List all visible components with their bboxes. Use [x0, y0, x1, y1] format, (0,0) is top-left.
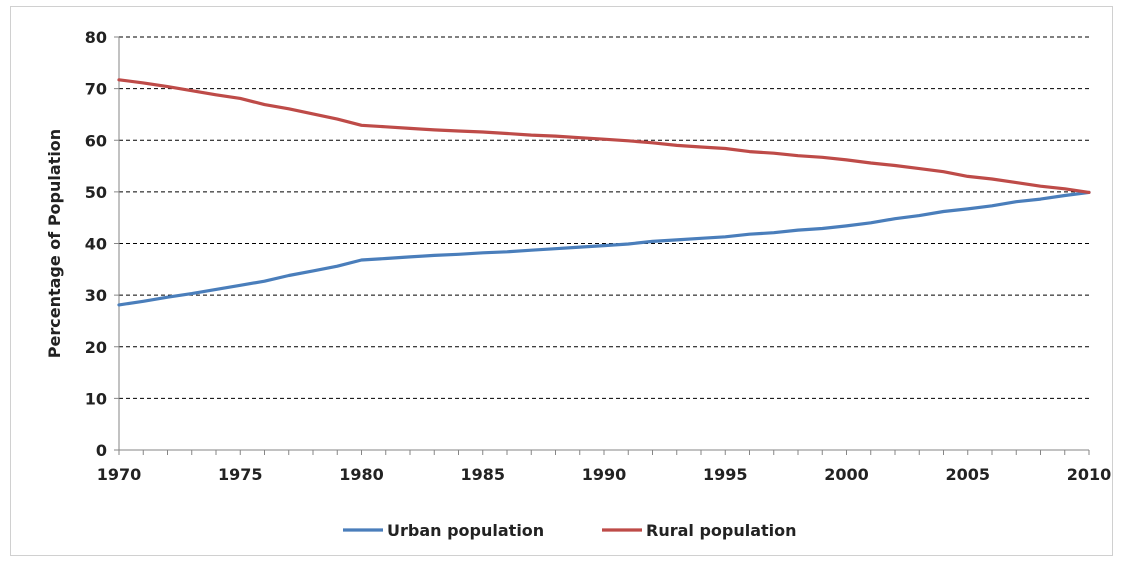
x-tick-label-1980: 1980 — [339, 465, 384, 484]
legend-label-rural-population: Rural population — [646, 521, 797, 540]
y-tick-label-80: 80 — [85, 28, 107, 47]
y-tick-label-10: 10 — [85, 389, 107, 408]
y-tick-label-30: 30 — [85, 286, 107, 305]
series-line-rural-population — [117, 78, 1091, 194]
chart-frame — [10, 6, 1113, 556]
x-tick-label-2000: 2000 — [824, 465, 869, 484]
x-tick-label-1995: 1995 — [703, 465, 748, 484]
x-tick-label-1985: 1985 — [460, 465, 505, 484]
x-tick-label-2005: 2005 — [945, 465, 990, 484]
x-tick-label-1975: 1975 — [218, 465, 263, 484]
legend: Urban population Rural population — [343, 521, 797, 540]
y-tick-label-50: 50 — [85, 183, 107, 202]
tick-labels: 0 10 20 30 40 50 60 70 80 1970 1975 1980 1985 1990 199… — [85, 28, 1112, 484]
x-tick-label-1990: 1990 — [582, 465, 627, 484]
x-tick-label-1970: 1970 — [97, 465, 142, 484]
series-line-urban-population — [117, 190, 1091, 307]
y-tick-label-60: 60 — [85, 131, 107, 150]
legend-label-urban-population: Urban population — [387, 521, 544, 540]
y-tick-label-40: 40 — [85, 235, 107, 254]
y-tick-label-20: 20 — [85, 338, 107, 357]
axes — [114, 36, 1090, 455]
gridlines — [119, 36, 1089, 399]
y-tick-label-70: 70 — [85, 80, 107, 99]
y-axis-title: Percentage of Population — [45, 129, 64, 358]
x-tick-label-2010: 2010 — [1067, 465, 1112, 484]
series-lines — [117, 78, 1091, 307]
y-tick-label-0: 0 — [96, 441, 107, 460]
